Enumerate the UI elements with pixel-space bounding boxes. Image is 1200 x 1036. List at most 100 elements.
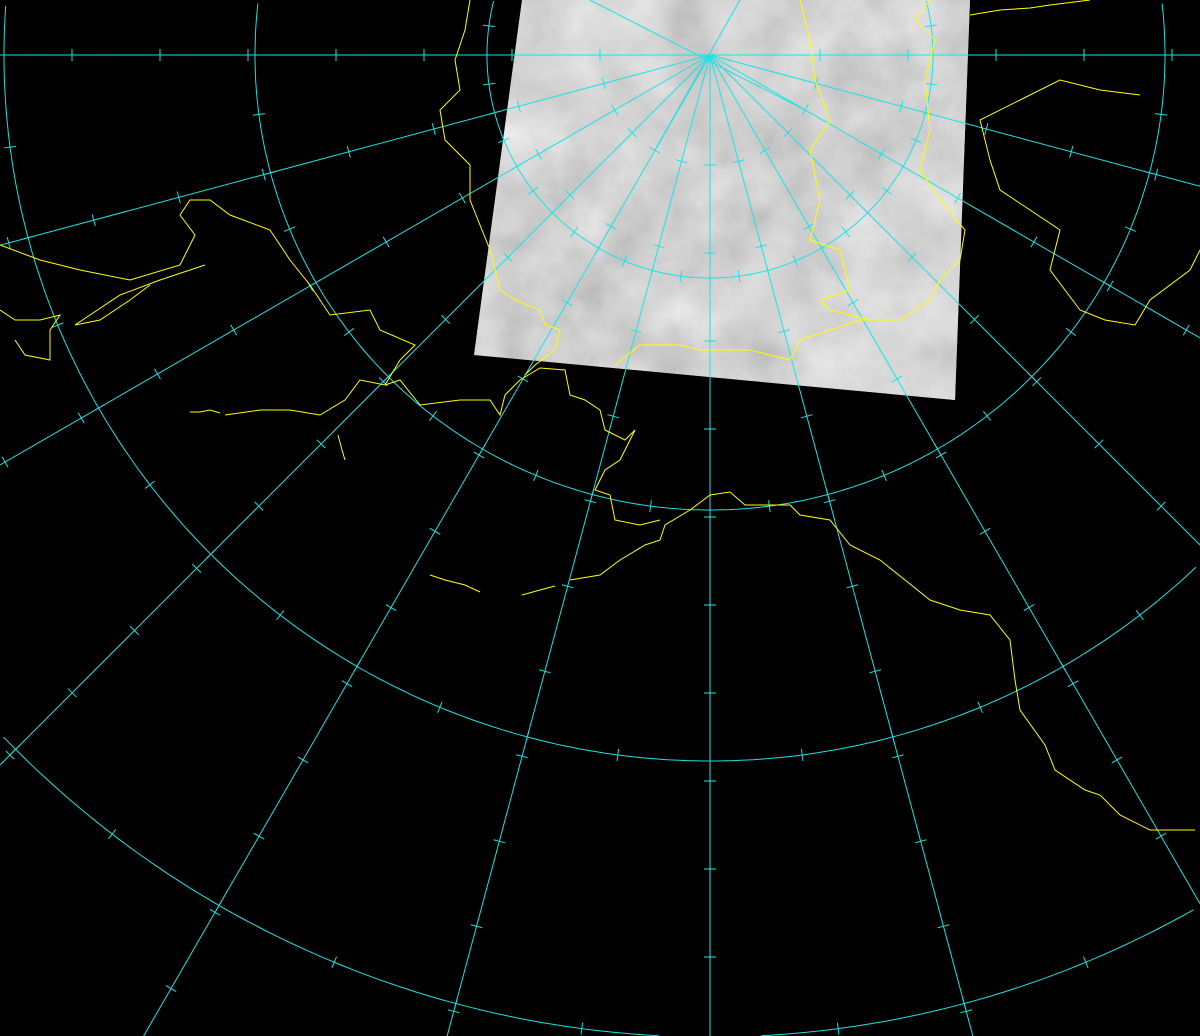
- latitude-tick: [22, 235, 34, 240]
- meridian-tick: [803, 223, 815, 230]
- latitude-tick: [977, 701, 983, 713]
- meridian-tick: [561, 299, 573, 307]
- latitude-circle: [3, 5, 710, 762]
- latitude-circle: [710, 3, 1166, 511]
- meridian-tick: [846, 584, 859, 589]
- meridian-tick: [899, 100, 904, 113]
- latitude-tick: [108, 829, 117, 840]
- latitude-tick: [331, 956, 337, 968]
- latitude-tick: [353, 660, 361, 672]
- coastline-greenland: [799, 0, 966, 321]
- latitude-tick: [863, 208, 873, 218]
- latitude-tick: [4, 145, 17, 149]
- meridian-tick: [538, 669, 551, 674]
- latitude-tick: [800, 748, 804, 761]
- latitude-tick: [621, 255, 628, 267]
- meridian-tick: [1023, 604, 1035, 611]
- meridian-tick: [960, 1009, 973, 1014]
- meridian-tick: [759, 146, 771, 154]
- meridian-line: [709, 54, 1200, 904]
- meridian-tick: [176, 191, 181, 204]
- coastline-alaska-west: [519, 367, 661, 526]
- meridian-tick: [431, 123, 436, 135]
- latitude-tick: [1098, 279, 1110, 286]
- meridian-line: [589, 0, 806, 111]
- coastline-islands: [190, 409, 221, 414]
- coastline-alaska-south: [569, 491, 1195, 831]
- latitude-tick: [679, 270, 683, 283]
- meridian-tick: [1182, 324, 1190, 336]
- latitude-tick: [1059, 660, 1067, 672]
- meridian-tick: [847, 299, 859, 307]
- latitude-tick: [890, 731, 895, 743]
- meridian-line: [709, 54, 1200, 339]
- latitude-tick: [962, 997, 967, 1010]
- meridian-tick: [1111, 756, 1123, 764]
- meridian-tick: [823, 499, 836, 504]
- meridian-tick: [845, 190, 855, 200]
- meridian-tick: [261, 168, 266, 181]
- latitude-circle: [486, 0, 710, 279]
- coastline-sakhalin: [337, 434, 346, 461]
- meridian-tick: [230, 324, 238, 336]
- coastline-west: [0, 309, 62, 361]
- meridian-tick: [732, 159, 745, 164]
- meridian-line: [709, 54, 1200, 187]
- meridian-tick: [800, 414, 813, 419]
- meridian-tick: [516, 754, 529, 759]
- meridian-tick: [1030, 236, 1038, 248]
- meridian-tick: [778, 329, 790, 334]
- meridian-tick: [493, 839, 506, 844]
- latitude-tick: [925, 82, 938, 86]
- latitude-tick: [934, 443, 941, 455]
- latitude-tick: [52, 322, 64, 328]
- latitude-tick: [498, 137, 510, 144]
- meridian-tick: [1106, 280, 1114, 292]
- meridian-tick: [601, 77, 606, 90]
- latitude-tick: [792, 255, 799, 267]
- meridian-tick: [914, 839, 927, 844]
- meridian-tick: [801, 104, 809, 116]
- meridian-tick: [1067, 680, 1079, 688]
- meridian-tick: [473, 451, 485, 459]
- latitude-tick: [580, 1022, 584, 1035]
- latitude-tick: [215, 899, 223, 911]
- latitude-circle: [3, 736, 659, 1036]
- meridian-tick: [1156, 501, 1166, 511]
- latitude-tick: [1083, 956, 1089, 968]
- latitude-tick: [1027, 372, 1037, 382]
- latitude-tick: [737, 270, 741, 283]
- meridian-tick: [584, 499, 597, 504]
- meridian-tick: [458, 192, 466, 204]
- coastline-alaska-north: [614, 319, 900, 366]
- latitude-tick: [482, 24, 495, 28]
- meridian-tick: [341, 680, 353, 688]
- coastline-kamchatka: [74, 264, 206, 326]
- coastlines: [0, 0, 1200, 831]
- latitude-tick: [649, 500, 652, 513]
- meridian-tick: [1069, 145, 1074, 158]
- coastline-aleutians: [429, 574, 481, 593]
- meridian-tick: [954, 192, 962, 204]
- meridian-tick: [503, 252, 513, 262]
- meridian-tick: [209, 908, 221, 916]
- meridian-tick: [129, 625, 140, 636]
- coastline-scandinavia: [969, 0, 1091, 16]
- meridian-tick: [1, 456, 9, 468]
- meridian-tick: [77, 412, 85, 424]
- meridian-tick: [935, 451, 947, 459]
- coastline-chukotka: [439, 0, 561, 376]
- latitude-tick: [482, 82, 495, 86]
- meridian-tick: [1032, 377, 1042, 387]
- latitude-tick: [881, 186, 892, 195]
- latitude-tick: [453, 997, 458, 1010]
- latitude-tick: [919, 110, 932, 115]
- meridian-tick: [937, 924, 950, 929]
- latitude-tick: [528, 186, 539, 195]
- meridian-line: [446, 54, 711, 1036]
- coastline-russia-arctic: [979, 79, 1200, 326]
- meridian-line: [0, 54, 711, 246]
- meridian-tick: [891, 754, 904, 759]
- latitude-tick: [650, 264, 655, 277]
